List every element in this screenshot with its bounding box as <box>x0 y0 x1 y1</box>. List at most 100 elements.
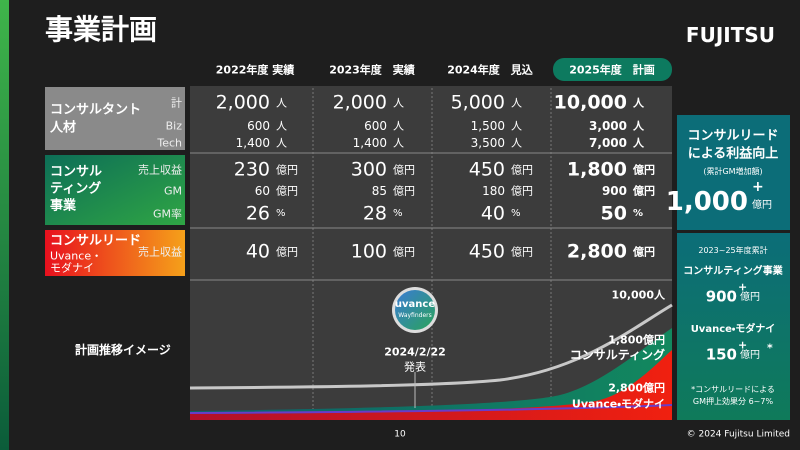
cell-unit: 億円 <box>393 184 415 198</box>
cell-unit: 億円 <box>276 163 298 177</box>
cell-value: 1,800 <box>566 158 627 181</box>
panel-subtitle: (累計GM増加額) <box>703 167 763 176</box>
cell-unit: 人 <box>276 96 287 110</box>
column-header: 2023年度 実績 <box>329 63 415 77</box>
cell-value: 100 <box>350 240 387 263</box>
cell-value: 3,500 <box>470 136 505 150</box>
cell-value: 40 <box>480 202 505 225</box>
cell-value: 2,000 <box>215 91 270 114</box>
chart-annotation: Uvance・モダナイ <box>571 397 665 411</box>
row-sublabel: Biz <box>165 119 182 133</box>
copyright: © 2024 Fujitsu Limited <box>686 429 790 440</box>
panel-box <box>677 233 790 420</box>
chart-annotation: 1,800億円 <box>608 333 665 347</box>
chart-annotation: 2,800億円 <box>608 381 665 395</box>
row-label: コンサル <box>50 164 103 180</box>
panel-title: コンサルリード <box>687 128 779 144</box>
cell-value: 600 <box>364 119 387 133</box>
base-line <box>189 404 673 414</box>
column-header: 2022年度 実績 <box>215 63 295 77</box>
panel-item-value: 150 <box>705 345 737 364</box>
cell-value: 10,000 <box>553 91 627 114</box>
cell-value: 60 <box>254 184 270 198</box>
panel-item-unit: 億円 <box>740 350 760 361</box>
cell-unit: 億円 <box>393 245 415 259</box>
cell-value: 1,500 <box>470 119 505 133</box>
cell-value: 450 <box>468 158 505 181</box>
cell-value: 28 <box>362 202 387 225</box>
row-label: 人材 <box>50 120 77 136</box>
dividers <box>312 88 552 418</box>
cell-unit: 人 <box>511 136 522 150</box>
cell-value: 85 <box>371 184 387 198</box>
cell-unit: 人 <box>393 96 404 110</box>
cell-value: 26 <box>245 202 270 225</box>
badge-text: Wayfinders <box>398 312 432 319</box>
panel-note: *コンサルリードによる <box>691 385 775 394</box>
cell-unit: 人 <box>633 136 644 150</box>
logo: FUJITSU <box>685 23 775 47</box>
cell-unit: 人 <box>393 136 404 150</box>
event-date: 2024/2/22 <box>384 345 446 359</box>
cell-value: 1,400 <box>352 136 387 150</box>
panel-item-value: 900 <box>705 287 737 306</box>
accent-bar <box>0 0 9 450</box>
panel-item-name: Uvance・モダナイ <box>690 324 776 335</box>
cell-unit: 人 <box>393 119 404 133</box>
row-label-bg <box>45 155 185 225</box>
row-label-bg <box>45 230 185 276</box>
cell-value: 180 <box>482 184 505 198</box>
cell-unit: 億円 <box>393 163 415 177</box>
cell-unit: 億円 <box>511 163 533 177</box>
consulting-area <box>190 328 672 420</box>
cell-value: 40 <box>245 240 270 263</box>
highlight-pill <box>553 58 672 81</box>
row-sublabel: GM <box>163 184 182 198</box>
cell-value: 300 <box>350 158 387 181</box>
cell-unit: 人 <box>511 119 522 133</box>
panel-item-plus: + <box>738 280 748 294</box>
row-label: コンサルタント <box>50 102 142 118</box>
event-text: 発表 <box>404 360 426 374</box>
chart-label: 計画推移イメージ <box>75 343 171 357</box>
row-label: モダナイ <box>50 261 94 275</box>
cell-unit: 人 <box>511 96 522 110</box>
title: 事業計画 <box>45 13 158 46</box>
cell-unit: 億円 <box>633 245 655 259</box>
cell-unit: 億円 <box>276 245 298 259</box>
column-header: 2025年度 計画 <box>569 63 655 77</box>
cell-unit: 人 <box>633 96 644 110</box>
cell-unit: 人 <box>633 119 644 133</box>
panel-box <box>677 115 790 230</box>
panel-unit: 億円 <box>752 200 772 211</box>
panel-total: 1,000 <box>665 187 748 217</box>
cell-value: 900 <box>601 184 627 198</box>
cell-value: 600 <box>247 119 270 133</box>
row-label: 事業 <box>50 198 77 214</box>
cell-value: 2,800 <box>566 240 627 263</box>
row-sublabel: 計 <box>171 96 182 110</box>
cell-unit: 億円 <box>276 184 298 198</box>
cell-unit: % <box>393 208 403 219</box>
panel-item-unit: 億円 <box>740 292 760 303</box>
badge <box>395 290 435 330</box>
cell-unit: % <box>276 208 286 219</box>
row-label-bg <box>45 87 185 150</box>
panel-item-name: コンサルティング事業 <box>683 266 783 277</box>
row-sublabel: Tech <box>157 136 182 150</box>
cell-value: 450 <box>468 240 505 263</box>
row-label: コンサルリード <box>50 233 142 249</box>
cell-unit: % <box>511 208 521 219</box>
cell-value: 50 <box>600 202 627 225</box>
panel-item-mark: * <box>767 341 773 355</box>
cell-unit: 人 <box>276 119 287 133</box>
row-lines <box>190 152 672 281</box>
column-header: 2024年度 見込 <box>447 63 533 77</box>
cell-value: 2,000 <box>332 91 387 114</box>
cell-value: 5,000 <box>450 91 505 114</box>
uvance-area <box>190 350 672 420</box>
cell-unit: 億円 <box>633 163 655 177</box>
row-label: ティング <box>50 181 102 197</box>
